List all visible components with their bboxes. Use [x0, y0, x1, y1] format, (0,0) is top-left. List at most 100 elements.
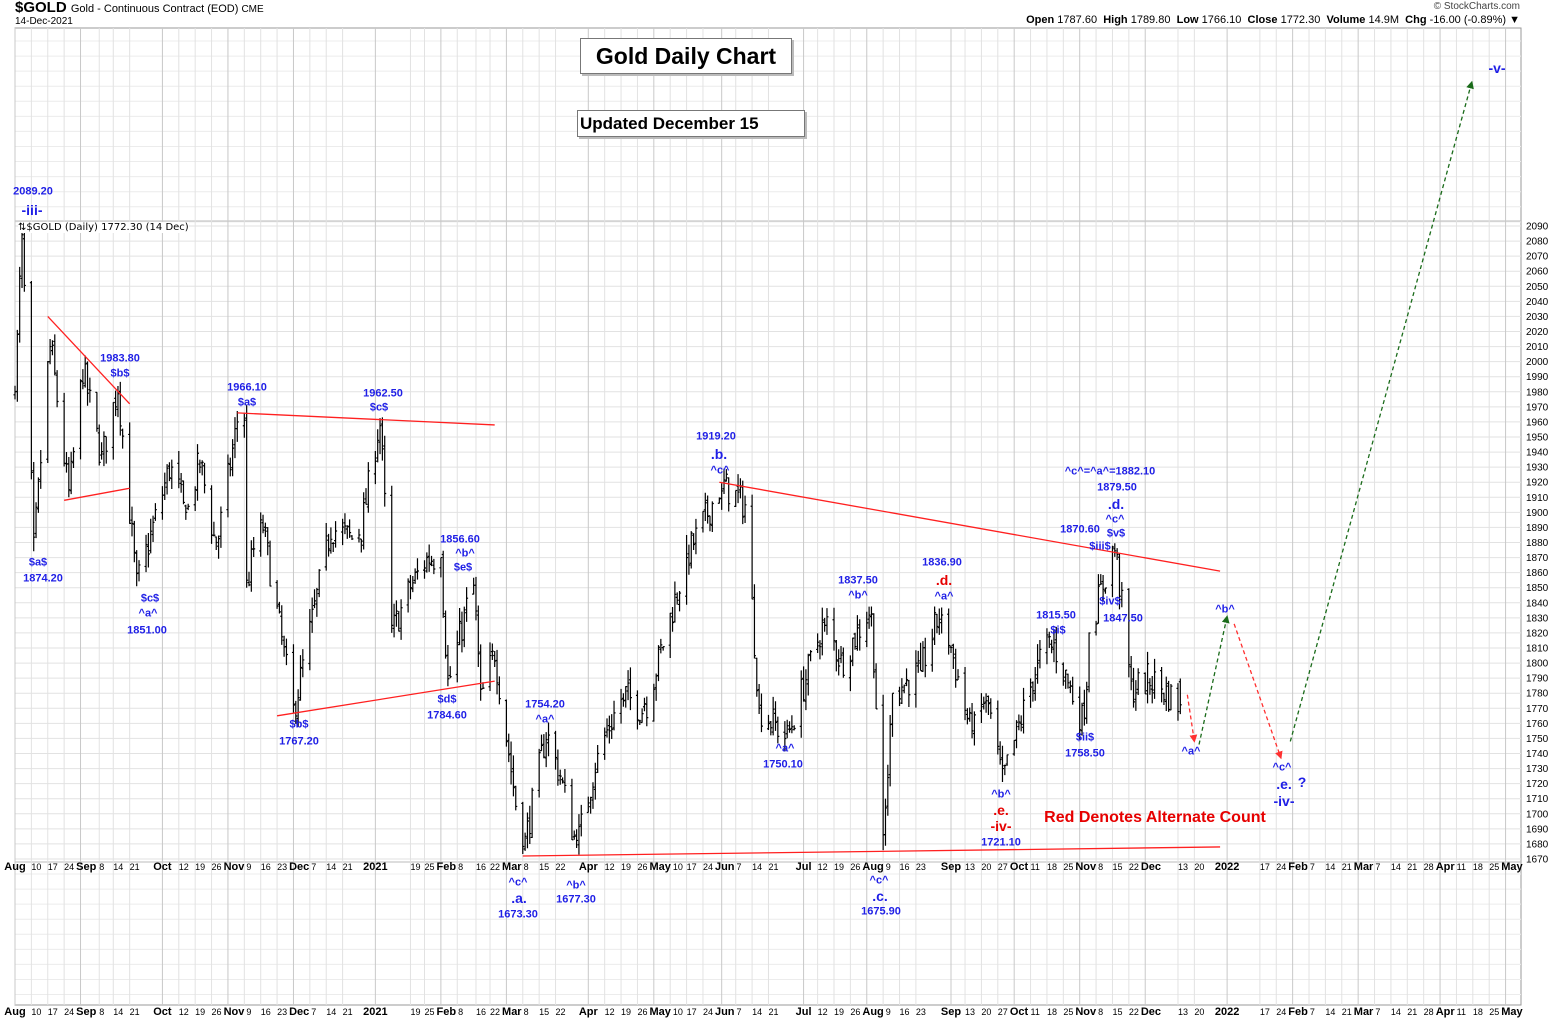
ohlc-bar [818, 640, 822, 660]
wave-label: $b$ [110, 367, 130, 380]
ohlc-bar [907, 679, 911, 707]
x-tick-label: 13 [1178, 862, 1188, 872]
ohlc-bar [626, 670, 630, 701]
wave-label: .e. [993, 802, 1009, 818]
wave-label: ^c^ [710, 464, 730, 477]
ohlc-bar [689, 531, 693, 569]
ohlc-bar [757, 684, 761, 715]
ohlc-bar [380, 417, 384, 461]
ohlc-bar [1033, 667, 1037, 701]
ohlc-bar [509, 741, 513, 785]
x-tick-label: 2021 [363, 1006, 387, 1018]
ohlc-bar [179, 473, 183, 493]
ohlc-bar [324, 522, 328, 571]
ohlc-bar [217, 535, 221, 559]
source-credit[interactable]: © StockCharts.com [1433, 1, 1520, 12]
x-tick-label: Aug [4, 861, 25, 873]
wave-label: ^b^ [991, 788, 1011, 801]
x-tick-label: Sep [76, 861, 96, 873]
wave-label: .c. [872, 888, 888, 904]
projection-arrows [1186, 80, 1474, 760]
x-tick-label: 14 [113, 1007, 123, 1017]
ohlc-bar [1178, 678, 1182, 715]
ohlc-bar [1061, 662, 1065, 686]
ohlc-bar [837, 649, 841, 676]
ohlc-bar [687, 544, 691, 575]
ohlc-bars [13, 227, 1182, 855]
ohlc-bar [668, 612, 672, 658]
ohlc-bar [1129, 655, 1133, 691]
ohlc-bar [53, 334, 57, 376]
x-tick-label: 14 [1391, 862, 1401, 872]
wave-label: 1870.60 [1060, 523, 1100, 536]
x-tick-label: 28 [1424, 1007, 1434, 1017]
x-tick-label: Aug [4, 1006, 25, 1018]
ohlc-bar [930, 628, 934, 672]
ohlc-bar [570, 778, 574, 841]
wave-label: 1784.60 [427, 709, 467, 722]
ohlc-bar [766, 714, 770, 731]
wave-label: ^c^ [1272, 761, 1292, 774]
y-tick-label: 1910 [1526, 493, 1549, 504]
ohlc-bar [806, 653, 810, 696]
x-tick-label: 9 [246, 862, 251, 872]
ohlc-readout: Open 1787.60 High 1789.80 Low 1766.10 Cl… [1026, 15, 1520, 26]
ohlc-bar [88, 377, 92, 403]
ohlc-bar [755, 657, 759, 697]
x-tick-label: 14 [113, 862, 123, 872]
x-tick-label: 22 [556, 1007, 566, 1017]
ohlc-bar [495, 649, 499, 695]
wave-label: ^c^ [869, 874, 889, 887]
x-tick-label: 22 [1129, 1007, 1139, 1017]
trendline [719, 481, 1221, 572]
x-tick-label: 19 [621, 1007, 631, 1017]
ohlc-bar [212, 521, 216, 537]
ohlc-bar [984, 693, 988, 713]
x-tick-label: 2021 [363, 861, 387, 873]
wave-label: ^a^ [934, 590, 954, 603]
dropdown-arrow-icon[interactable]: ▼ [1509, 14, 1520, 26]
x-tick-label: 24 [64, 1007, 74, 1017]
ohlc-bar [415, 558, 419, 580]
ohlc-bar [1150, 675, 1154, 704]
ohlc-bar [900, 678, 904, 705]
x-tick-label: 7 [1375, 862, 1380, 872]
ohlc-bar [366, 462, 370, 513]
ohlc-bar [310, 597, 314, 633]
ohlc-bar [104, 435, 108, 464]
x-tick-label: 26 [850, 862, 860, 872]
ohlc-bar [1132, 667, 1136, 708]
wave-label: -iv- [990, 818, 1012, 834]
ohlc-bar [493, 651, 497, 668]
ohlc-bar [947, 608, 951, 655]
x-tick-label: 14 [752, 1007, 762, 1017]
ohlc-bar [673, 581, 677, 623]
x-tick-label: 16 [476, 862, 486, 872]
x-tick-label: 26 [850, 1007, 860, 1017]
ohlc-bar [334, 521, 338, 548]
ohlc-bar [937, 608, 941, 635]
ohlc-bar [537, 748, 541, 798]
x-tick-label: Apr [1436, 861, 1456, 873]
x-tick-label: 12 [818, 862, 828, 872]
ohlc-bar [383, 435, 387, 507]
ohlc-bar [390, 485, 394, 633]
ohlc-bar [406, 578, 410, 613]
ohlc-bar [841, 647, 845, 678]
ohlc-bar [883, 798, 887, 846]
ohlc-bar [982, 696, 986, 710]
x-tick-label: 23 [277, 862, 287, 872]
x-tick-label: 18 [1473, 862, 1483, 872]
ohlc-bar [432, 558, 436, 575]
ohlc-bar [752, 584, 756, 659]
ohlc-bar [474, 576, 478, 621]
x-tick-label: 24 [703, 862, 713, 872]
ohlc-bar [1087, 632, 1091, 693]
ohlc-bar [657, 645, 660, 682]
legend-icon: ⇅ [18, 222, 27, 233]
wave-label: -iii- [21, 202, 43, 218]
y-tick-label: 1740 [1526, 749, 1549, 760]
x-tick-label: Jul [796, 861, 812, 873]
ohlc-bar [589, 796, 593, 814]
x-tick-label: 21 [768, 862, 778, 872]
